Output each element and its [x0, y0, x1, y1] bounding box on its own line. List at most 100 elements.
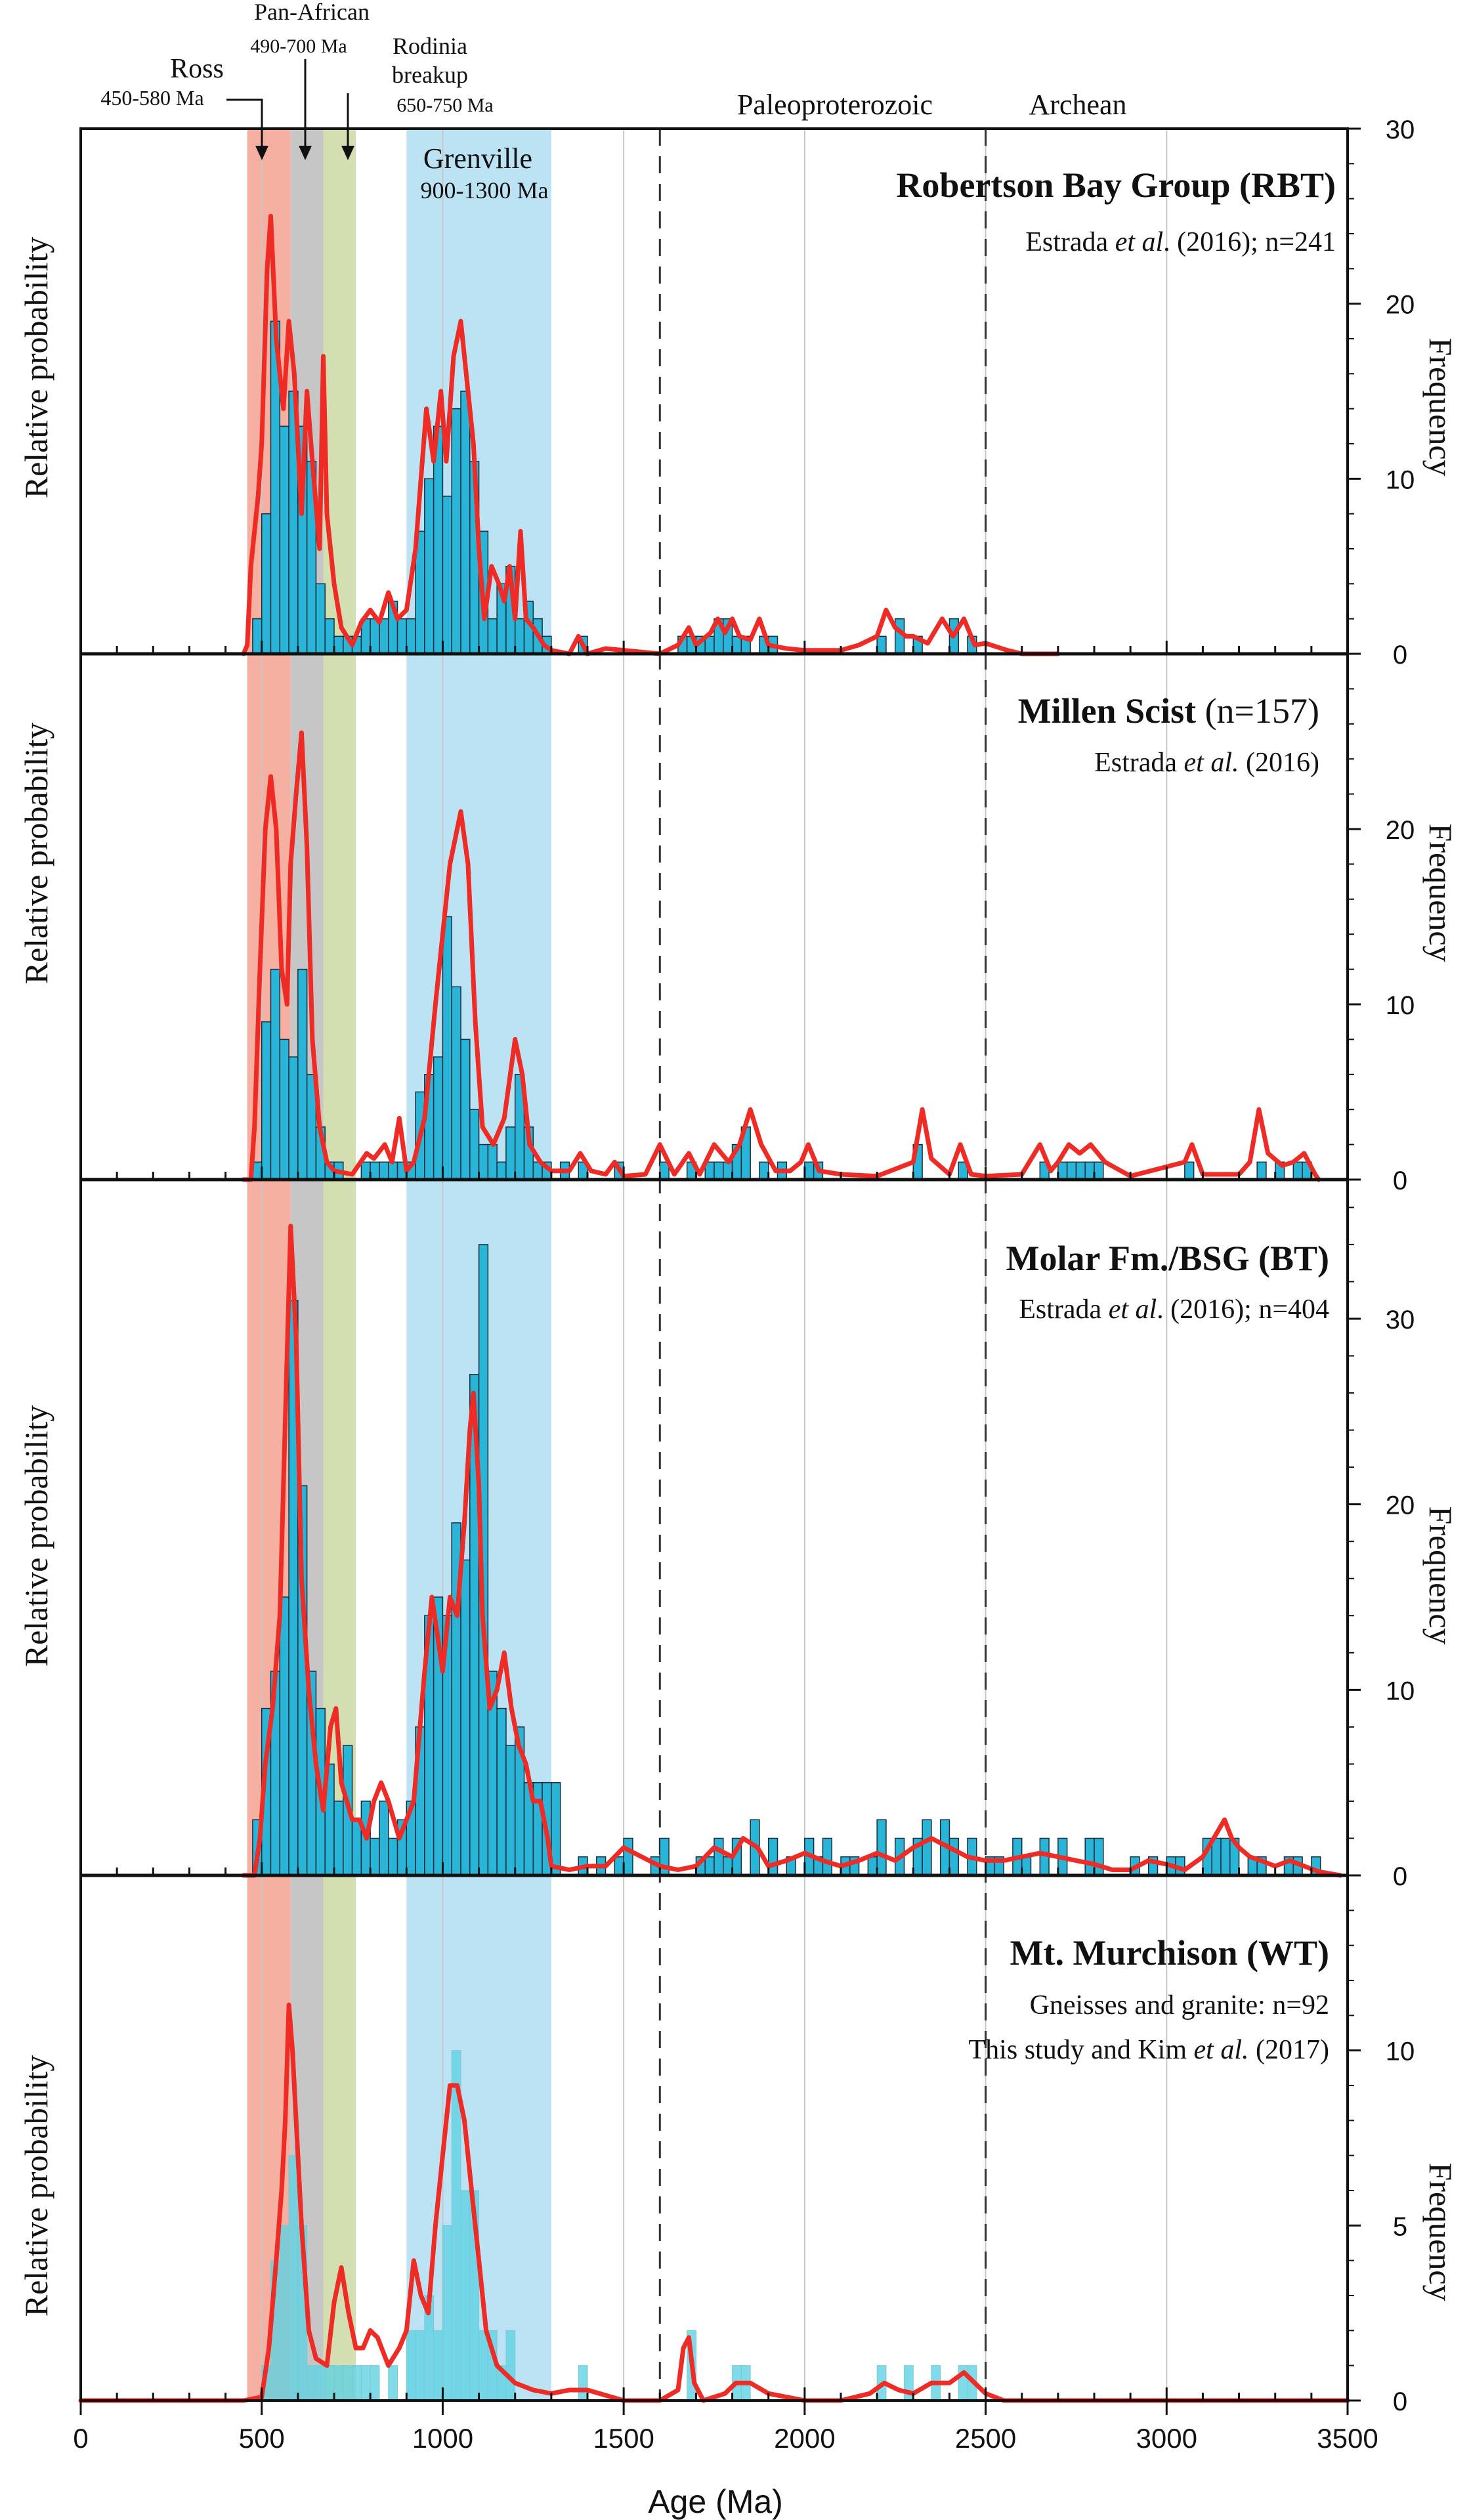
histogram-bar — [279, 1596, 289, 1876]
histogram-bar — [388, 2365, 398, 2401]
frequency-tick-label: 10 — [1386, 1676, 1415, 1705]
frequency-tick-label: 10 — [1386, 2038, 1415, 2066]
histogram-bar — [867, 1856, 878, 1876]
histogram-bar — [279, 1038, 289, 1180]
ross-label: Ross — [170, 54, 224, 84]
histogram-bar — [433, 2330, 443, 2401]
histogram-bar — [261, 513, 272, 654]
paleoproterozoic-label: Paleoproterozoic — [737, 89, 933, 121]
histogram-bar — [759, 1161, 769, 1180]
histogram-bar — [876, 1819, 887, 1876]
histogram-bar — [496, 1707, 507, 1876]
histogram-bar — [578, 2365, 588, 2401]
histogram-bar — [406, 2330, 416, 2401]
histogram-bar — [451, 408, 461, 654]
histogram-bar — [288, 2155, 299, 2401]
x-tick-label: 0 — [73, 2423, 88, 2454]
histogram-bar — [479, 2330, 488, 2401]
histogram-bar — [1075, 1161, 1086, 1180]
frequency-tick-label: 30 — [1386, 116, 1415, 144]
frequency-tick-label: 20 — [1386, 291, 1415, 320]
histogram-bar — [379, 1161, 389, 1180]
histogram-bar — [370, 2365, 380, 2401]
panel-millen-title: Millen Scist (n=157) — [1018, 691, 1319, 731]
histogram-bar — [352, 2365, 362, 2401]
rodinia-range: 650-750 Ma — [396, 95, 493, 116]
x-tick-labels: 0 500 1000 1500 2000 2500 3000 3500 — [73, 2423, 1378, 2454]
histogram-bar — [505, 1126, 516, 1180]
histogram-bar — [487, 1143, 498, 1180]
panel-molar-credit: Estrada et al. (2016); n=404 — [1019, 1294, 1329, 1325]
probability-density-curve — [241, 1224, 1343, 1878]
histogram-bar — [1094, 1837, 1104, 1876]
histogram-bar — [723, 1856, 733, 1876]
histogram-bar — [343, 2365, 353, 2401]
grenville-range: 900-1300 Ma — [421, 177, 549, 203]
histogram-bar — [505, 2330, 516, 2401]
histogram-bar — [505, 1745, 516, 1876]
histogram-bar — [731, 635, 742, 654]
histogram-bar — [406, 618, 416, 654]
histogram-bar — [261, 1021, 272, 1180]
histogram-bar — [949, 1837, 959, 1876]
panel-millen-credit: Estrada et al. (2016) — [1094, 748, 1319, 778]
panel-molar-title: Molar Fm./BSG (BT) — [1006, 1239, 1330, 1278]
panel-murchison-ylabel-right: Frequency — [1422, 2162, 1459, 2301]
histogram-bar — [822, 1837, 832, 1876]
frequency-tick-label: 0 — [1393, 2387, 1407, 2416]
x-tick-label: 3500 — [1317, 2423, 1378, 2454]
histogram-bar — [279, 2225, 289, 2401]
histogram-bar — [442, 916, 452, 1180]
histogram-bar — [370, 1837, 380, 1876]
histogram-bar — [714, 1837, 724, 1876]
pan-african-label: Pan-African — [254, 0, 370, 25]
histogram-bar — [324, 2365, 335, 2401]
histogram-bar — [360, 1161, 371, 1180]
x-tick-label: 500 — [239, 2423, 285, 2454]
frequency-tick-label: 20 — [1386, 816, 1415, 845]
histogram-bar — [614, 1856, 624, 1876]
ross-range: 450-580 Ma — [100, 86, 203, 110]
histogram-bar — [460, 1038, 471, 1180]
histogram-bar — [767, 1837, 778, 1876]
frequency-tick-label: 30 — [1386, 1306, 1415, 1335]
histogram-bar — [876, 635, 887, 654]
histogram-bar — [1084, 1837, 1095, 1876]
freq-tick-labels: 0 10 20 30 0 10 20 0 10 20 30 0 5 10 — [1386, 116, 1415, 2416]
frequency-tick-label: 10 — [1386, 465, 1415, 494]
histogram-bar — [623, 1837, 633, 1876]
x-tick-label: 2500 — [955, 2423, 1016, 2454]
panel-murchison-title: Mt. Murchison (WT) — [1010, 1933, 1329, 1973]
histogram-bar — [1084, 1161, 1095, 1180]
panel-millen: Millen Scist (n=157) Estrada et al. (201… — [18, 691, 1459, 984]
histogram-bar — [333, 1801, 344, 1876]
pan-african-range: 490-700 Ma — [250, 35, 347, 57]
histogram-bar — [1292, 1161, 1303, 1180]
pan-african-arrowhead — [299, 146, 312, 160]
histogram-bar — [1211, 1837, 1222, 1876]
histogram-bar — [496, 1161, 507, 1180]
histogram-bar — [297, 968, 308, 1180]
panel-murchison-ylabel-left: Relative probability — [18, 2055, 54, 2317]
histogram-bar — [387, 1837, 398, 1876]
histogram-bar — [315, 2365, 326, 2401]
panel-rbt-title: Robertson Bay Group (RBT) — [896, 165, 1336, 205]
histogram-bar — [288, 1056, 299, 1180]
grenville-label: Grenville — [423, 142, 532, 175]
x-tick-label: 3000 — [1136, 2423, 1197, 2454]
histogram-bar — [270, 968, 281, 1180]
histogram-bar — [460, 2190, 471, 2401]
panel-molar-ylabel-right: Frequency — [1422, 1506, 1459, 1644]
histogram-bar — [387, 1161, 398, 1180]
histogram-bar — [1094, 1161, 1104, 1180]
ross-pointer — [226, 98, 263, 155]
histogram-bar — [514, 618, 525, 654]
histogram-bar — [433, 1056, 444, 1180]
histogram-bar — [279, 425, 289, 654]
panel-rbt: Robertson Bay Group (RBT) Estrada et al.… — [18, 165, 1459, 498]
histogram-bar — [1256, 1161, 1267, 1180]
histogram-bar — [333, 635, 344, 654]
panel-molar: Molar Fm./BSG (BT) Estrada et al. (2016)… — [18, 1239, 1459, 1667]
histogram-bar — [1066, 1161, 1077, 1180]
archean-label: Archean — [1029, 89, 1126, 121]
